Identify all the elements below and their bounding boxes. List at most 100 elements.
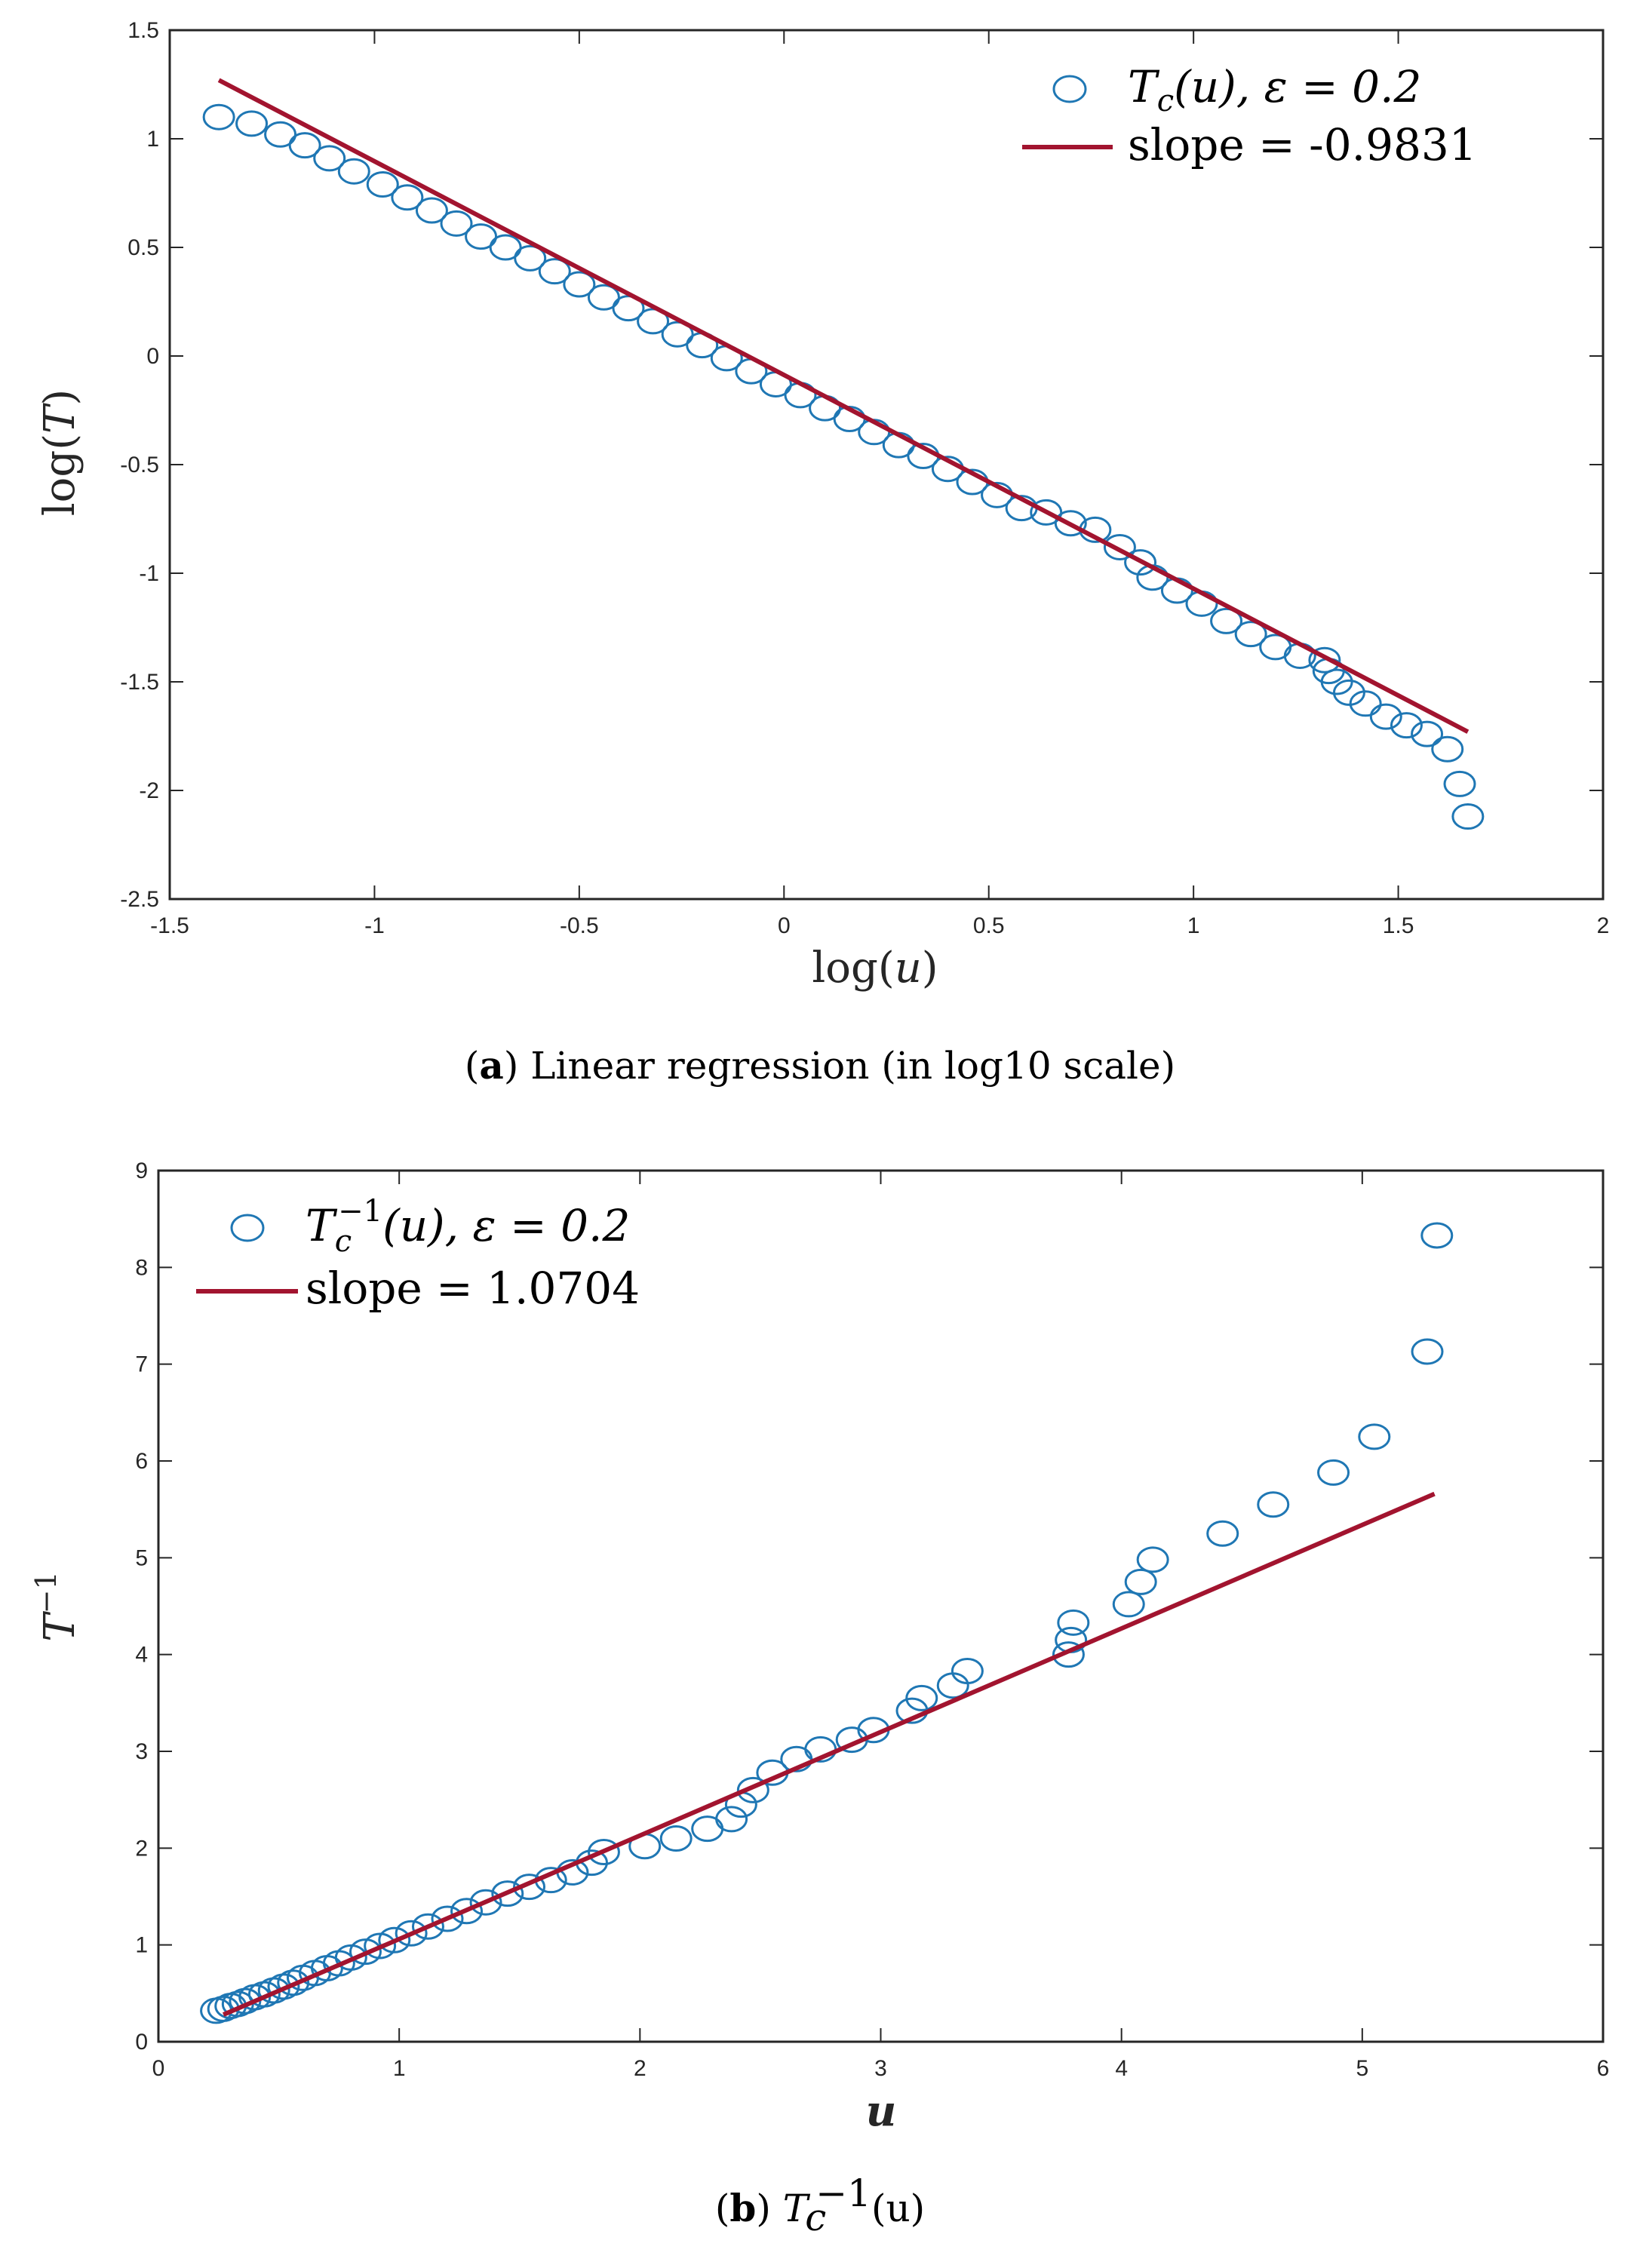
panel-b-x-tick-label: 2 (634, 2056, 646, 2081)
panel-a-chart: -1.5 -1 -0.5 0 0.5 1 1.5 2 -2.5 -2 -1.5 -1 -0.5 0 0.5 1… (35, 18, 1609, 1088)
panel-b-y-tick-label: 8 (135, 1255, 148, 1280)
panel-b-y-tick-label: 1 (135, 1933, 148, 1958)
panel-b-x-tick-label: 4 (1115, 2056, 1128, 2081)
panel-a-data-point (1332, 679, 1365, 706)
panel-a-data-point (391, 184, 424, 211)
panel-b-data-point (431, 1905, 464, 1932)
panel-b-legend-marker (230, 1214, 265, 1242)
panel-b-data-point (1257, 1491, 1290, 1518)
panel-a-data-point (366, 170, 399, 198)
panel-b-data-point (1052, 1641, 1085, 1668)
panel-b-y-tick-label: 6 (135, 1449, 148, 1474)
panel-b-data-point (1420, 1222, 1454, 1249)
panel-b-data-point (469, 1889, 502, 1916)
panel-b-data-point (715, 1806, 748, 1833)
panel-b-y-tick-label: 2 (135, 1836, 148, 1861)
panel-a-x-tick-label: 1 (1187, 913, 1200, 938)
panel-a-data-point (1390, 712, 1423, 739)
panel-b-data-point (736, 1776, 769, 1803)
panel-a-x-tick-label: -0.5 (560, 913, 599, 938)
panel-b-y-tick-label: 4 (135, 1643, 148, 1668)
panel-a-legend-marker (1052, 75, 1087, 103)
panel-a-legend-series1-label: Tc(u), ε = 0.2 (1128, 61, 1421, 118)
panel-b-y-tick-label: 7 (135, 1352, 148, 1377)
panel-b-data-point (587, 1838, 620, 1865)
panel-b-data-point (1124, 1568, 1157, 1595)
panel-b-data-point (1136, 1546, 1169, 1573)
panel-b-data-point (491, 1880, 524, 1907)
panel-b-data-point (1206, 1520, 1239, 1547)
panel-b-y-tick-label: 3 (135, 1739, 148, 1764)
panel-b-data-point (905, 1684, 938, 1711)
panel-b-chart: 0 1 2 3 4 5 6 0 1 2 3 4 5 6 7 8 9 Tc−1(u), ε = 0.2 slope… (29, 1159, 1609, 2239)
panel-a-y-tick-label: 1.5 (127, 18, 159, 43)
panel-b-x-tick-label: 6 (1597, 2056, 1610, 2081)
panel-b-x-tick-label: 5 (1356, 2056, 1368, 2081)
panel-a-data-point (1103, 533, 1136, 560)
panel-b-y-tick-label: 0 (135, 2030, 148, 2055)
panel-a-data-point (587, 284, 620, 311)
panel-a-data-point (1349, 690, 1382, 717)
panel-a-y-tick-label: -0.5 (120, 453, 159, 477)
panel-a-data-point (563, 271, 596, 298)
panel-b-x-tick-label: 1 (393, 2056, 406, 2081)
panel-a-data-point (1443, 770, 1476, 797)
panel-a-x-axis-label: log(u) (812, 944, 938, 993)
panel-a-y-tick-label: -1 (139, 561, 159, 586)
panel-b-data-point (1112, 1591, 1145, 1618)
panel-a-legend-series2-label: slope = -0.9831 (1128, 119, 1477, 170)
panel-a-data-point (1369, 703, 1402, 730)
panel-a-data-point (1054, 510, 1087, 537)
panel-a-data-point (415, 197, 448, 224)
panel-b-legend-series2-label: slope = 1.0704 (306, 1263, 640, 1314)
panel-a-data-point (1411, 720, 1444, 747)
panel-a-x-tick-label: 1.5 (1383, 913, 1414, 938)
panel-a-y-axis-label: log(T) (35, 389, 84, 517)
panel-a-data-point (288, 132, 321, 159)
panel-a-y-tick-label: 1 (146, 127, 159, 152)
panel-a-data-point (1210, 607, 1243, 634)
panel-a-data-point (313, 145, 346, 172)
panel-a-x-tick-label: 0 (778, 913, 791, 938)
panel-a-data-point (514, 244, 547, 272)
panel-a-caption: (a) Linear regression (in log10 scale) (465, 1043, 1175, 1088)
panel-b-ticks: 0 1 2 3 4 5 6 0 1 2 3 4 5 6 7 8 9 (135, 1159, 1609, 2081)
panel-a-data-point (1234, 621, 1267, 648)
panel-a-legend: Tc(u), ε = 0.2 slope = -0.9831 (1022, 61, 1477, 170)
panel-b-y-tick-label: 5 (135, 1545, 148, 1570)
panel-b-x-axis-label: u (866, 2086, 897, 2136)
panel-a-data-point (465, 223, 498, 250)
panel-b-data-point (513, 1874, 546, 1901)
panel-b-data-point (951, 1657, 984, 1684)
panel-b-y-axis-label: T−1 (29, 1571, 84, 1641)
panel-a-data-point (440, 210, 473, 237)
panel-b-data-point (1358, 1423, 1391, 1450)
panel-b-legend-series1-label: Tc−1(u), ε = 0.2 (306, 1194, 630, 1259)
panel-b-legend: Tc−1(u), ε = 0.2 slope = 1.0704 (196, 1194, 640, 1314)
panel-b-data-point (395, 1920, 428, 1947)
panel-b-data-point (1411, 1338, 1444, 1365)
panel-b-data-point (450, 1898, 484, 1925)
panel-a-data-point (1308, 646, 1341, 674)
panel-a-fit-line (217, 78, 1470, 734)
panel-a-plot-area (168, 29, 1605, 901)
panel-b-data-point (378, 1926, 411, 1953)
panel-a-data-point (1431, 735, 1464, 763)
panel-a-data-point (489, 234, 522, 261)
panel-b-x-tick-label: 3 (874, 2056, 887, 2081)
panel-b-data-point (1057, 1609, 1090, 1636)
panel-a-x-tick-label: -1.5 (150, 913, 189, 938)
panel-b-plot-area (157, 1169, 1605, 2043)
panel-a-data-point (337, 158, 370, 185)
panel-b-x-tick-label: 0 (152, 2056, 165, 2081)
panel-b-caption: (b) Tc−1(u) (715, 2171, 925, 2239)
panel-a-y-tick-label: -2 (139, 778, 159, 803)
panel-a-data-point (235, 110, 269, 137)
panel-a-y-tick-label: 0.5 (127, 235, 159, 260)
panel-a-data-point (1030, 499, 1063, 526)
panel-a-x-tick-label: -1 (364, 913, 385, 938)
panel-b-data-point (334, 1944, 367, 1971)
panel-a-data-point (264, 121, 297, 148)
panel-b-data-point (1317, 1459, 1350, 1486)
